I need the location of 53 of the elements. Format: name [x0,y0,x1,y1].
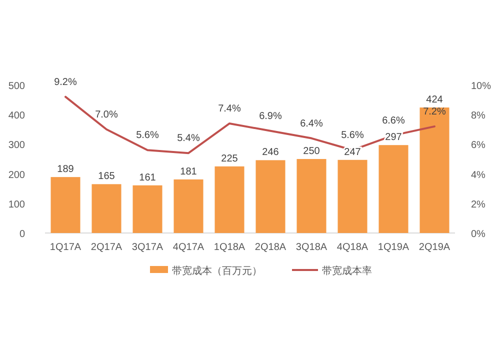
data-label: 5.4% [177,133,200,144]
y2-tick-label: 4% [471,170,486,181]
y2-tick-label: 2% [471,199,486,210]
y2-tick-label: 8% [471,110,486,122]
data-label: 6.4% [300,118,324,130]
bar [420,107,450,233]
data-label: 165 [98,171,116,182]
x-tick-label: 1Q17A [50,242,82,253]
data-label: 247 [344,146,362,158]
bar [256,160,286,233]
x-tick-label: 2Q17A [90,242,122,253]
bar [296,159,326,233]
y2-tick-label: 10% [471,81,492,92]
data-label: 424 [426,94,444,106]
y2-tick-label: 0% [471,229,486,240]
x-tick-label: 4Q18A [336,242,368,253]
data-label: 9.2% [54,76,78,88]
data-label: 6.6% [382,115,406,126]
data-label: 181 [180,166,198,178]
data-label: 225 [221,153,238,164]
data-label: 5.6% [136,130,160,142]
data-label: 7.0% [95,109,118,120]
bar [132,185,162,233]
x-tick-label: 4Q17A [172,242,204,253]
bar [214,166,244,233]
bar [338,160,368,233]
data-label: 250 [303,146,320,157]
data-label: 5.6% [341,130,364,142]
x-tick-label: 1Q18A [214,242,246,253]
x-tick-label: 3Q17A [132,242,164,253]
data-label: 246 [262,147,280,158]
data-label: 161 [139,172,156,184]
legend-label: 带宽成本（百万元） [172,265,262,277]
data-label: 7.2% [423,106,446,118]
y-tick-label: 300 [8,140,26,152]
y2-tick-label: 6% [471,140,486,152]
x-tick-label: 2Q19A [418,242,450,253]
y-tick-label: 400 [8,110,26,122]
x-tick-label: 2Q18A [254,242,286,253]
y-tick-label: 100 [8,199,26,210]
data-label: 189 [57,164,74,176]
x-tick-label: 1Q19A [378,242,410,253]
bar [174,179,204,233]
data-label: 7.4% [218,103,242,114]
x-tick-label: 3Q18A [296,242,328,253]
y-tick-label: 500 [8,81,26,92]
y-tick-label: 0 [19,229,26,240]
data-label: 6.9% [259,110,282,122]
bar [92,184,122,233]
bar [378,145,408,233]
bar [50,177,80,233]
y-tick-label: 200 [8,170,26,181]
legend-label: 带宽成本率 [322,265,372,277]
